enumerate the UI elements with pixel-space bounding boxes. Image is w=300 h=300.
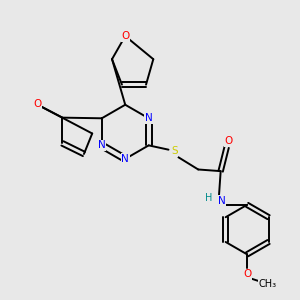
Text: O: O — [243, 269, 251, 279]
Text: CH₃: CH₃ — [259, 279, 277, 289]
Text: O: O — [33, 99, 41, 110]
Text: N: N — [145, 113, 153, 123]
Text: N: N — [122, 154, 129, 164]
Text: N: N — [98, 140, 106, 150]
Text: S: S — [171, 146, 178, 156]
Text: H: H — [206, 193, 213, 203]
Text: N: N — [218, 196, 226, 206]
Text: O: O — [121, 31, 129, 41]
Text: O: O — [224, 136, 233, 146]
